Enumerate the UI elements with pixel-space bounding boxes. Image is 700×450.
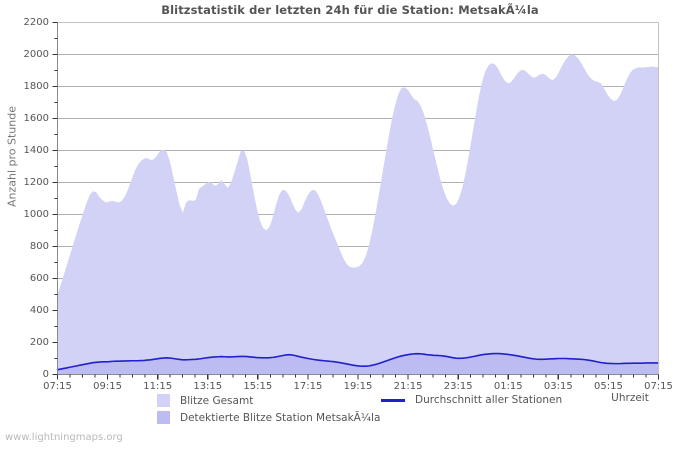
x-tick-label: 23:15: [443, 380, 473, 392]
x-tick-label: 07:15: [43, 380, 72, 392]
y-tick-label: 400: [29, 304, 49, 316]
legend-line-marker: [381, 398, 405, 402]
legend-item[interactable]: Blitze Gesamt: [157, 394, 253, 407]
x-tick-label: 01:15: [493, 380, 523, 392]
x-tick-label: 21:15: [393, 380, 423, 392]
x-tick-label: 19:15: [343, 380, 373, 392]
x-tick-label: 05:15: [593, 380, 623, 392]
legend-color-swatch: [157, 411, 170, 424]
x-tick-label: 17:15: [293, 380, 323, 392]
watermark-text: www.lightningmaps.org: [5, 432, 123, 443]
x-tick-label: 11:15: [143, 380, 173, 392]
x-tick-label: 13:15: [193, 380, 223, 392]
x-tick-label: 15:15: [243, 380, 273, 392]
y-tick-label: 600: [29, 272, 49, 284]
plot-area: [52, 21, 660, 380]
y-tick-label: 2000: [23, 48, 49, 60]
y-tick-label: 0: [42, 368, 49, 380]
chart-title: Blitzstatistik der letzten 24h für die S…: [161, 3, 539, 17]
legend-item[interactable]: Durchschnitt aller Stationen: [381, 394, 562, 406]
y-tick-label: 1600: [23, 112, 49, 124]
legend-label: Blitze Gesamt: [180, 394, 254, 407]
chart-legend: Blitze Gesamt Detektierte Blitze Station …: [0, 392, 700, 432]
y-tick-label: 2200: [23, 16, 49, 28]
y-tick-label: 800: [29, 240, 49, 252]
y-tick-label: 1400: [23, 144, 49, 156]
x-tick-label: 09:15: [93, 380, 122, 392]
x-axis-title: Uhrzeit: [611, 392, 649, 404]
y-tick-label: 1000: [23, 208, 49, 220]
y-tick-label: 200: [29, 336, 49, 348]
x-tick-label: 07:15: [644, 380, 673, 392]
y-tick-label: 1800: [23, 80, 49, 92]
y-tick-label: 1200: [23, 176, 49, 188]
x-tick-label: 03:15: [543, 380, 573, 392]
legend-item[interactable]: Detektierte Blitze Station MetsakÃ¼la: [157, 411, 380, 424]
legend-label: Durchschnitt aller Stationen: [415, 394, 563, 406]
legend-color-swatch: [157, 394, 170, 407]
legend-label: Detektierte Blitze Station MetsakÃ¼la: [180, 411, 381, 424]
